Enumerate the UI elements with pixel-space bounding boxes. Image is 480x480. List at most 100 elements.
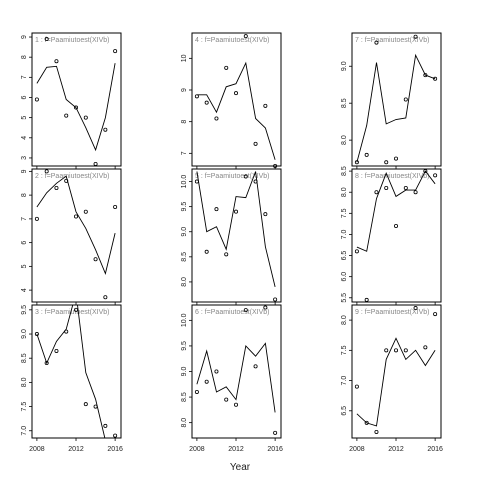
data-point (224, 65, 229, 70)
y-tick-label: 8.5 (341, 98, 348, 108)
strip-label: 1 : f=Paamiutoest(XIVb) (35, 37, 110, 44)
data-point (413, 34, 418, 39)
y-tick-label: 9.0 (181, 227, 188, 237)
y-tick-label: 6.5 (341, 251, 348, 261)
data-point (413, 306, 418, 311)
data-point (64, 178, 69, 183)
data-point (93, 257, 98, 262)
y-tick-label: 8.5 (21, 353, 28, 363)
y-tick-label: 7 (21, 217, 28, 221)
y-tick-label: 5 (21, 116, 28, 120)
y-tick-label: 9 (181, 88, 188, 92)
data-point (433, 312, 438, 317)
data-point (113, 433, 118, 438)
data-point (83, 209, 88, 214)
y-tick-label: 7 (181, 151, 188, 155)
y-tick-label: 5 (21, 264, 28, 268)
y-tick-label: 9.5 (181, 202, 188, 212)
data-point (374, 40, 379, 45)
data-point (93, 404, 98, 409)
panel-1: 1 : f=Paamiutoest(XIVb) 3 4 5 6 7 8 9 (21, 32, 122, 169)
x-tick-label: 2016 (427, 446, 443, 453)
y-tick-label: 8 (21, 55, 28, 59)
x-tick-label: 2012 (68, 446, 84, 453)
fit-line (196, 171, 276, 288)
y-tick-label: 7.0 (341, 376, 348, 386)
data-point (44, 37, 49, 42)
fit-line (196, 61, 276, 160)
data-point (83, 115, 88, 120)
panel-frame (351, 304, 442, 439)
data-point (64, 329, 69, 334)
y-tick-label: 4 (21, 288, 28, 292)
data-point (263, 212, 268, 217)
data-point (243, 308, 248, 313)
data-point (204, 100, 209, 105)
data-point (204, 379, 209, 384)
data-point (54, 185, 59, 190)
data-point (384, 185, 389, 190)
data-point (423, 169, 428, 174)
data-point (253, 179, 258, 184)
y-tick-label: 4 (21, 136, 28, 140)
data-point (74, 307, 79, 312)
y-tick-label: 7.0 (21, 426, 28, 436)
strip-label: 6 : f=Paamiutoest(XIVb) (195, 309, 270, 316)
fit-line (36, 63, 116, 152)
strip-label: 4 : f=Paamiutoest(XIVb) (195, 37, 270, 44)
data-point (204, 249, 209, 254)
data-point (384, 160, 389, 165)
data-point (113, 204, 118, 209)
strip-label: 2 : f=Paamiutoest(XIVb) (35, 173, 110, 180)
panel-4: 2 : f=Paamiutoest(XIVb) 4 5 6 7 8 9 (21, 168, 122, 305)
y-tick-label: 7.5 (21, 402, 28, 412)
data-point (364, 297, 369, 302)
panel-7: 3 : f=Paamiutoest(XIVb) 7.0 7.5 8.0 8.5 9.0 9.… (21, 304, 123, 453)
data-point (433, 173, 438, 178)
y-tick-label: 3 (21, 156, 28, 160)
panel-frame (31, 168, 122, 303)
y-tick-label: 8.0 (341, 187, 348, 197)
data-point (234, 209, 239, 214)
y-tick-label: 8.0 (341, 315, 348, 325)
x-tick-label: 2016 (267, 446, 283, 453)
data-point (433, 76, 438, 81)
panel-8: 6 : f=Paamiutoest(XIVb) 8.0 8.5 9.0 9.5 10.0 2… (181, 304, 283, 453)
data-point (194, 389, 199, 394)
panel-3: 7 : f=Paamiutoest(XIVb) 8.0 8.5 9.0 (341, 32, 442, 169)
x-axis-title: Year (230, 462, 251, 473)
data-point (194, 94, 199, 99)
data-point (374, 190, 379, 195)
fit-line (196, 342, 276, 413)
y-tick-label: 6.0 (341, 272, 348, 282)
panel-2: 4 : f=Paamiutoest(XIVb) 7 8 9 10 (181, 32, 282, 169)
panel-6: 8 : f=Paamiutoest(XIVb) 5.5 6.0 6.5 7.0 7.5 8.… (341, 166, 442, 305)
strip-label: 8 : f=Paamiutoest(XIVb) (355, 173, 430, 180)
data-point (44, 169, 49, 174)
y-tick-label: 6.5 (341, 406, 348, 416)
data-point (34, 332, 39, 337)
data-point (214, 207, 219, 212)
data-point (243, 34, 248, 39)
panel-frame (31, 32, 122, 167)
fit-line (356, 337, 436, 427)
y-tick-label: 8.0 (341, 135, 348, 145)
data-point (354, 249, 359, 254)
y-tick-label: 10.0 (181, 313, 188, 327)
y-tick-label: 9 (21, 169, 28, 173)
y-tick-label: 9.0 (341, 61, 348, 71)
data-point (263, 103, 268, 108)
panel-5: 5 : f=Paamiutoest(XIVb) 8.0 8.5 9.0 9.5 10.0 (181, 168, 282, 305)
data-point (403, 97, 408, 102)
panel-frame (191, 32, 282, 167)
y-tick-label: 7 (21, 75, 28, 79)
y-tick-label: 9.5 (181, 341, 188, 351)
data-point (44, 361, 49, 366)
data-point (243, 174, 248, 179)
data-point (273, 430, 278, 435)
y-tick-label: 6 (21, 241, 28, 245)
panel-frame (31, 304, 122, 439)
y-tick-label: 8.5 (181, 392, 188, 402)
y-tick-label: 7.0 (341, 229, 348, 239)
panel-frame (191, 304, 282, 439)
